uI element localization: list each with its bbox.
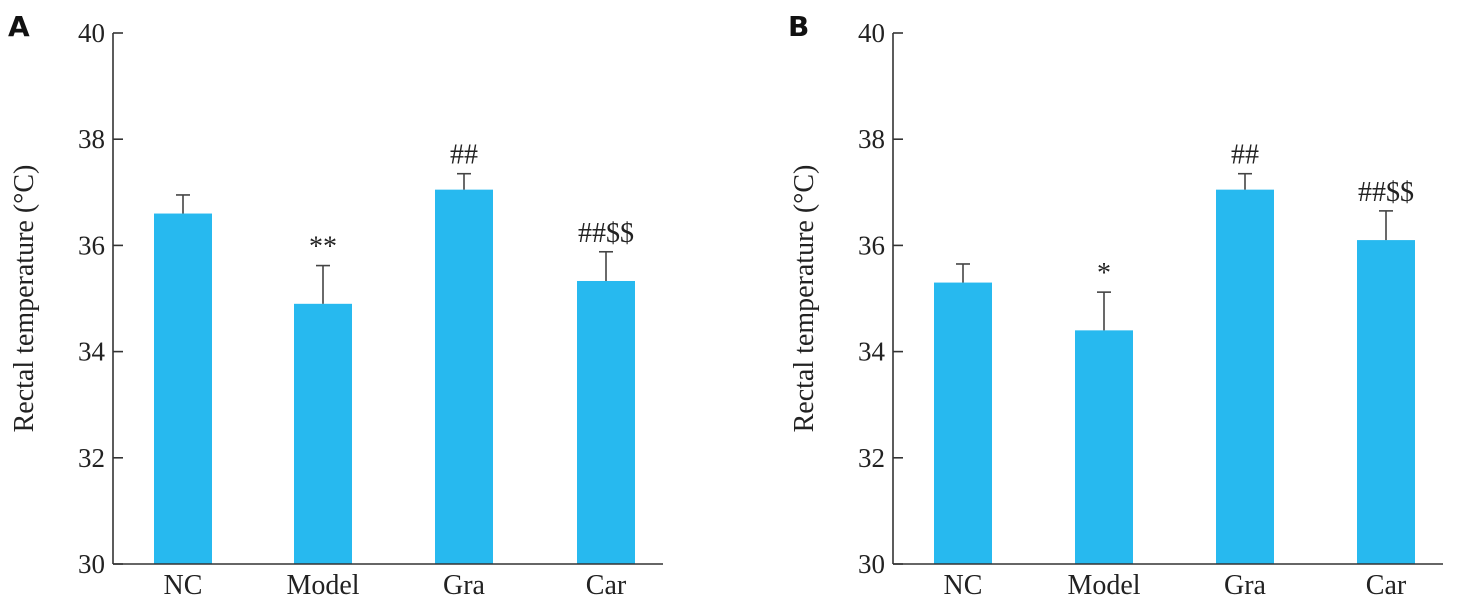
significance-annotation: ## — [1231, 140, 1259, 171]
x-tick-label: NC — [944, 570, 983, 601]
bar-gra — [435, 189, 493, 564]
y-tick-label: 38 — [78, 124, 105, 154]
y-tick-label: 36 — [78, 230, 105, 260]
significance-annotation: ##$$ — [1358, 177, 1414, 208]
x-tick-label: Gra — [443, 570, 486, 601]
panel-a: A Rectal temperature (°C) NC ** Model ## Gra ##… — [8, 10, 663, 601]
y-tick-label: 38 — [858, 124, 885, 154]
panel-b: B Rectal temperature (°C) NC * Model ## Gra ##$… — [788, 10, 1443, 601]
y-tick-label: 32 — [78, 443, 105, 473]
x-tick-label: Car — [586, 570, 627, 601]
bar-nc — [154, 213, 212, 565]
bar-car — [1357, 240, 1415, 564]
panel-letter: A — [8, 10, 30, 43]
bar-car — [577, 280, 635, 564]
significance-annotation: ##$$ — [578, 218, 634, 249]
significance-annotation: * — [1097, 258, 1111, 289]
y-tick-label: 34 — [78, 337, 106, 367]
bar-gra — [1216, 189, 1274, 564]
bar-model — [294, 303, 352, 564]
y-tick-label: 30 — [78, 549, 105, 579]
x-tick-label: Car — [1366, 570, 1407, 601]
bar-model — [1075, 330, 1133, 564]
x-tick-label: Model — [286, 570, 359, 601]
y-tick-label: 34 — [858, 337, 886, 367]
y-tick-label: 40 — [78, 18, 105, 48]
y-tick-label: 36 — [858, 230, 885, 260]
significance-annotation: ** — [309, 232, 337, 263]
y-axis-title: Rectal temperature (°C) — [9, 165, 40, 433]
x-tick-label: Gra — [1224, 570, 1267, 601]
panel-letter: B — [788, 10, 809, 43]
y-axis-title: Rectal temperature (°C) — [789, 165, 820, 433]
significance-annotation: ## — [450, 140, 478, 171]
bar-nc — [934, 282, 992, 564]
x-tick-label: Model — [1067, 570, 1140, 601]
x-tick-label: NC — [164, 570, 203, 601]
y-tick-label: 30 — [858, 549, 885, 579]
y-tick-label: 40 — [858, 18, 885, 48]
y-tick-label: 32 — [858, 443, 885, 473]
